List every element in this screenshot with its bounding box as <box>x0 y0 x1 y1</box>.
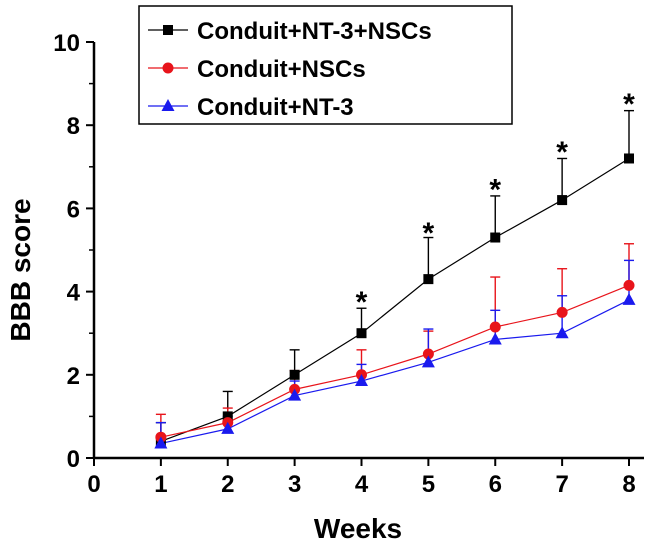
data-point <box>622 292 636 305</box>
legend: Conduit+NT-3+NSCs Conduit+NSCs Conduit+NT-… <box>138 5 513 125</box>
x-tick-label: 1 <box>154 471 167 498</box>
y-axis-title: BBB score <box>5 198 36 341</box>
data-point <box>154 436 168 449</box>
data-point <box>355 374 368 387</box>
legend-marker <box>161 99 175 111</box>
legend-label: Conduit+NT-3+NSCs <box>197 18 432 45</box>
y-tick-label: 0 <box>67 446 80 473</box>
x-tick-label: 0 <box>87 471 100 498</box>
x-axis-title: Weeks <box>314 513 402 544</box>
data-point <box>489 321 501 333</box>
significance-annotations: * * * * * <box>356 88 636 319</box>
significance-star: * <box>556 136 568 169</box>
series-lines <box>160 157 630 445</box>
data-point <box>488 332 502 345</box>
x-tick-label: 3 <box>288 471 301 498</box>
y-tick-label: 10 <box>53 30 80 57</box>
legend-item: Conduit+NSCs <box>148 56 366 83</box>
y-tick-label: 2 <box>67 363 80 390</box>
legend-item: Conduit+NT-3 <box>148 94 354 121</box>
y-tick-label: 4 <box>67 280 81 307</box>
x-tick-label: 6 <box>489 471 502 498</box>
data-point <box>422 348 434 360</box>
y-tick-label: 8 <box>67 113 80 140</box>
data-point <box>421 355 435 368</box>
series-line <box>160 299 630 445</box>
legend-item: Conduit+NT-3+NSCs <box>148 18 432 45</box>
data-point <box>423 274 434 285</box>
legend-label: Conduit+NSCs <box>197 56 366 83</box>
data-point <box>356 328 367 339</box>
significance-star: * <box>623 88 635 121</box>
data-point <box>623 279 635 291</box>
significance-star: * <box>423 217 435 250</box>
x-tick-label: 7 <box>555 471 568 498</box>
significance-star: * <box>489 174 501 207</box>
legend-box <box>138 5 513 125</box>
data-point <box>556 306 568 318</box>
legend-label: Conduit+NT-3 <box>197 94 354 121</box>
legend-marker <box>163 25 173 35</box>
data-point <box>555 326 569 339</box>
x-tick-label: 5 <box>422 471 435 498</box>
series-line <box>160 157 630 442</box>
data-point <box>557 195 568 206</box>
legend-marker <box>162 62 174 74</box>
data-point <box>221 421 235 434</box>
y-tick-label: 6 <box>67 196 80 223</box>
data-point <box>624 153 634 164</box>
data-point <box>222 411 233 422</box>
data-point <box>490 232 501 243</box>
series-line <box>160 284 630 438</box>
data-point <box>288 388 302 401</box>
x-tick-label: 2 <box>221 471 234 498</box>
ticks: 0 1 2 3 4 5 6 7 8 0 2 4 6 8 10 <box>53 30 635 498</box>
x-tick-label: 4 <box>355 471 369 498</box>
x-tick-label: 8 <box>622 471 635 498</box>
data-markers <box>154 153 636 449</box>
significance-star: * <box>356 286 368 319</box>
data-point <box>289 369 300 380</box>
legend-items: Conduit+NT-3+NSCs Conduit+NSCs Conduit+NT-… <box>148 18 432 121</box>
